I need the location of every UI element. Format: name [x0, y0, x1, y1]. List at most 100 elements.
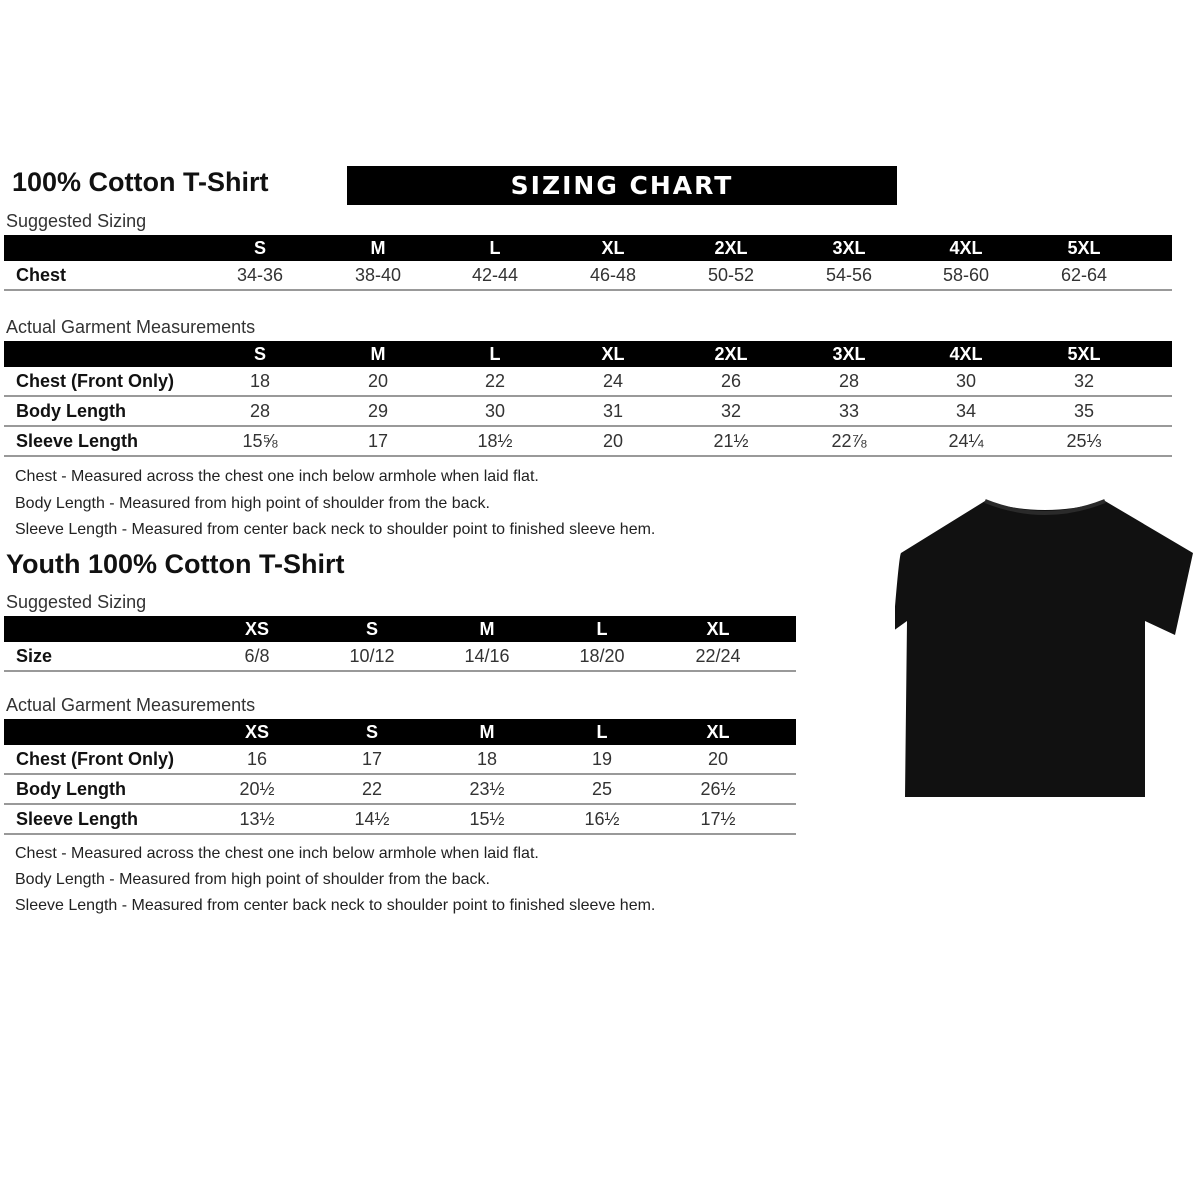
cell-value: 38-40: [354, 265, 402, 285]
cell-value: 26: [720, 371, 742, 391]
size-header-row: S M L XL 2XL 3XL 4XL 5XL: [4, 341, 1172, 367]
size-header: XL: [706, 722, 730, 742]
cell-value: 13½: [239, 809, 275, 829]
size-header: 4XL: [949, 344, 983, 364]
youth-actual-table: XS S M L XL Chest (Front Only) 16 17 18 19 20 Body …: [4, 719, 796, 835]
size-header: L: [489, 344, 501, 364]
cell-value: 16½: [584, 809, 620, 829]
cell-value: 18/20: [579, 646, 625, 666]
cell-value: 24¼: [948, 431, 984, 451]
table-row: Chest (Front Only) 16 17 18 19 20: [4, 745, 796, 775]
cell-value: 54-56: [825, 265, 873, 285]
size-header: XL: [601, 238, 625, 258]
cell-value: 22: [484, 371, 506, 391]
cell-value: 18: [476, 749, 498, 769]
youth-note-chest: Chest - Measured across the chest one in…: [15, 845, 539, 862]
cell-value: 22/24: [695, 646, 741, 666]
size-header: M: [479, 619, 495, 639]
cell-value: 6/8: [244, 646, 270, 666]
cell-value: 25: [591, 779, 613, 799]
cell-value: 31: [602, 401, 624, 421]
cell-value: 10/12: [349, 646, 395, 666]
size-header-row: S M L XL 2XL 3XL 4XL 5XL: [4, 235, 1172, 261]
youth-note-body: Body Length - Measured from high point o…: [15, 871, 490, 888]
cell-value: 46-48: [589, 265, 637, 285]
cell-value: 34-36: [236, 265, 284, 285]
size-header: L: [596, 722, 608, 742]
row-label: Chest (Front Only): [16, 371, 174, 391]
size-header: S: [365, 619, 379, 639]
cell-value: 34: [955, 401, 977, 421]
cell-value: 21½: [713, 431, 749, 451]
cell-value: 14/16: [464, 646, 510, 666]
youth-title: Youth 100% Cotton T-Shirt: [6, 549, 345, 579]
table-row: Size 6/8 10/12 14/16 18/20 22/24: [4, 642, 796, 672]
adult-suggested-table: S M L XL 2XL 3XL 4XL 5XL Chest 34-36 38-40 42-44 46-…: [4, 235, 1172, 291]
cell-value: 35: [1073, 401, 1095, 421]
size-header: 5XL: [1067, 238, 1101, 258]
cell-value: 20: [707, 749, 729, 769]
cell-value: 62-64: [1060, 265, 1108, 285]
table-row: Sleeve Length 13½ 14½ 15½ 16½ 17½: [4, 805, 796, 835]
table-row: Chest (Front Only) 18 20 22 24 26 28 30 32: [4, 367, 1172, 397]
size-header: 2XL: [714, 238, 748, 258]
cell-value: 28: [249, 401, 271, 421]
size-header: M: [370, 238, 386, 258]
adult-actual-label: Actual Garment Measurements: [6, 317, 256, 337]
row-label: Body Length: [16, 779, 126, 799]
cell-value: 23½: [469, 779, 505, 799]
size-header: 4XL: [949, 238, 983, 258]
size-header: L: [489, 238, 501, 258]
cell-value: 14½: [354, 809, 390, 829]
adult-title: 100% Cotton T-Shirt: [12, 167, 269, 197]
size-header: S: [253, 238, 267, 258]
cell-value: 15½: [469, 809, 505, 829]
adult-note-sleeve: Sleeve Length - Measured from center bac…: [15, 521, 656, 538]
cell-value: 30: [955, 371, 977, 391]
size-header: 3XL: [832, 238, 866, 258]
cell-value: 15⅝: [242, 431, 278, 451]
row-label: Sleeve Length: [16, 431, 139, 451]
youth-suggested-label: Suggested Sizing: [6, 592, 147, 612]
row-label: Chest: [16, 265, 67, 285]
size-header: XS: [244, 722, 270, 742]
youth-actual-label: Actual Garment Measurements: [6, 695, 256, 715]
table-row: Sleeve Length 15⅝ 17 18½ 20 21½ 22⅞ 24¼ 25⅓: [4, 427, 1172, 457]
adult-note-body: Body Length - Measured from high point o…: [15, 495, 490, 512]
cell-value: 16: [246, 749, 268, 769]
cell-value: 29: [367, 401, 389, 421]
adult-actual-table: S M L XL 2XL 3XL 4XL 5XL Chest (Front Only) 18 20 2…: [4, 341, 1172, 457]
size-header: S: [365, 722, 379, 742]
cell-value: 33: [838, 401, 860, 421]
cell-value: 32: [720, 401, 742, 421]
table-row: Body Length 20½ 22 23½ 25 26½: [4, 775, 796, 805]
cell-value: 26½: [700, 779, 736, 799]
cell-value: 30: [484, 401, 506, 421]
size-header-row: XS S M L XL: [4, 616, 796, 642]
cell-value: 50-52: [707, 265, 755, 285]
cell-value: 58-60: [942, 265, 990, 285]
cell-value: 28: [838, 371, 860, 391]
row-label: Chest (Front Only): [16, 749, 174, 769]
size-header: S: [253, 344, 267, 364]
cell-value: 42-44: [471, 265, 519, 285]
table-row: Chest 34-36 38-40 42-44 46-48 50-52 54-56 58-60…: [4, 261, 1172, 291]
size-header: M: [479, 722, 495, 742]
row-label: Sleeve Length: [16, 809, 139, 829]
size-header: XL: [601, 344, 625, 364]
row-label: Body Length: [16, 401, 126, 421]
cell-value: 22⅞: [831, 431, 867, 451]
tshirt-icon: [895, 499, 1193, 797]
youth-note-sleeve: Sleeve Length - Measured from center bac…: [15, 897, 656, 914]
size-header: 2XL: [714, 344, 748, 364]
adult-note-chest: Chest - Measured across the chest one in…: [15, 468, 539, 485]
row-label: Size: [16, 646, 53, 666]
cell-value: 20: [602, 431, 624, 451]
cell-value: 20: [367, 371, 389, 391]
size-header: 3XL: [832, 344, 866, 364]
size-header: XS: [244, 619, 270, 639]
size-header: 5XL: [1067, 344, 1101, 364]
sizing-chart-banner: SIZING CHART: [347, 166, 897, 205]
size-header-row: XS S M L XL: [4, 719, 796, 745]
table-row: Body Length 28 29 30 31 32 33 34 35: [4, 397, 1172, 427]
